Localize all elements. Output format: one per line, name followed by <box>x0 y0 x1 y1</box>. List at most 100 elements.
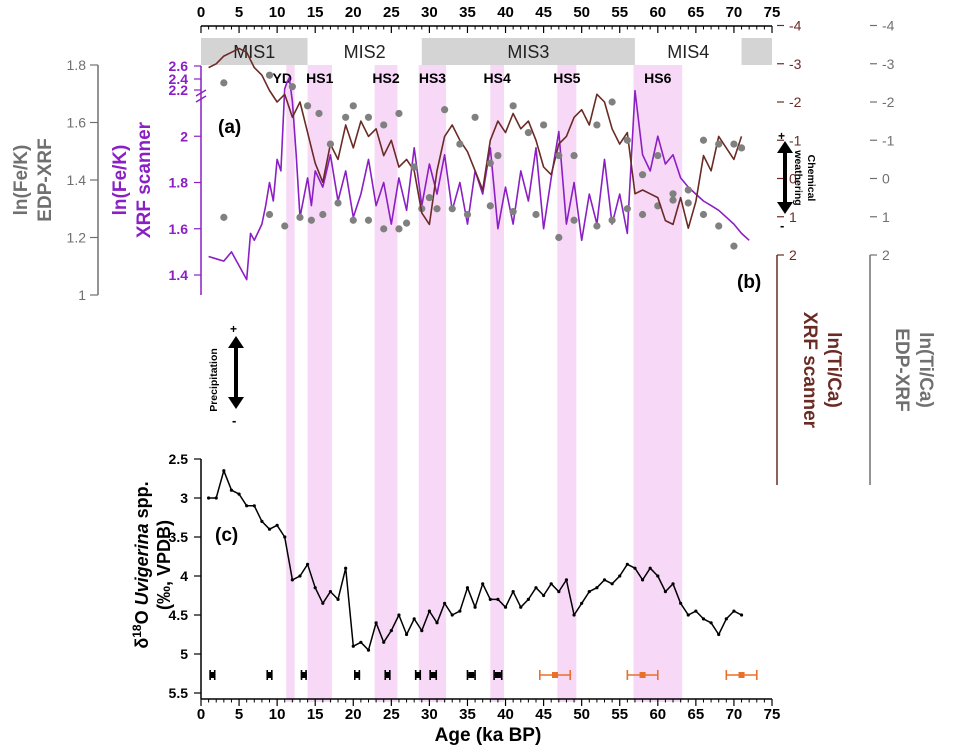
d18o-point <box>336 597 340 602</box>
dating-point-marker <box>468 672 475 678</box>
d18o-point <box>404 632 409 637</box>
d18o-point <box>374 621 378 625</box>
ti-ca-edp-axis-tick-label: -2 <box>882 94 895 110</box>
fe-k-edp-tick-label: 1.8 <box>67 57 87 73</box>
bottom-x-axis-tick-label: 65 <box>688 706 705 723</box>
top-x-axis: 0 5 10 15 20 25 30 35 40 45 50 55 60 65 70 75 <box>197 4 780 33</box>
d18o-point <box>481 582 485 586</box>
fe-k-edp-point <box>307 216 315 224</box>
fe-k-edp-point <box>448 205 456 213</box>
bottom-x-axis-tick-label: 30 <box>421 706 438 723</box>
d18o-tick-label: 4 <box>180 568 188 584</box>
fe-k-edp-point <box>684 199 692 207</box>
fe-k-edp-point <box>463 210 472 219</box>
mis-box-mis3 <box>421 38 635 65</box>
panel-c-label: (c) <box>215 525 238 546</box>
d18o-point <box>435 621 439 625</box>
event-label-hs5: HS5 <box>553 70 580 86</box>
d18o-point <box>229 488 234 492</box>
dating-point-marker <box>266 672 273 678</box>
ti-ca-edp-point <box>303 102 312 110</box>
d18o-point <box>427 609 431 613</box>
ti-ca-xrf-title-line2: XRF scanner <box>799 312 820 429</box>
fe-k-edp-point <box>402 219 411 227</box>
ti-ca-edp-point <box>326 140 335 148</box>
ti-ca-xrf-title-line1: ln(Ti/Ca) <box>823 332 844 408</box>
dating-point-marker <box>552 672 559 678</box>
precipitation-arrow-head-down <box>228 397 244 409</box>
precipitation-arrow-head-up <box>228 336 244 348</box>
d18o-point <box>732 609 736 613</box>
d18o-point <box>283 535 287 539</box>
d18o-point <box>420 629 424 633</box>
top-x-axis-tick-label: 35 <box>459 4 476 21</box>
fe-k-xrf-tick-label: 1.8 <box>169 175 189 191</box>
dating-point-marker <box>354 672 361 678</box>
fe-k-edp-tick-label: 1.4 <box>67 172 87 188</box>
bottom-x-axis-tick-label: 45 <box>535 706 552 723</box>
fe-k-edp-point <box>699 210 708 219</box>
d18o-tick-label: 2.5 <box>169 451 189 467</box>
dating-points <box>209 670 758 680</box>
mis-stage-bar: MIS1 MIS2 MIS3 MIS4 <box>201 38 772 65</box>
bottom-x-axis-tick-label: 0 <box>197 706 205 723</box>
bottom-x-axis-tick-label: 5 <box>235 706 243 723</box>
fe-k-edp-point <box>555 233 563 242</box>
d18o-tick-label: 3 <box>180 490 188 506</box>
top-x-axis-tick-label: 5 <box>235 4 243 21</box>
bottom-x-axis-tick-label: 40 <box>497 706 514 723</box>
d18o-point <box>321 601 325 605</box>
dating-point-marker <box>639 672 646 678</box>
fe-k-xrf-axis: 1.4 1.6 1.8 2 2.22.42.6 <box>169 58 207 295</box>
ti-ca-edp-point <box>570 151 578 160</box>
d18o-point <box>397 613 401 617</box>
weathering-text-line1: Chemical <box>805 155 817 202</box>
d18o-point <box>686 613 690 617</box>
ti-ca-edp-title-line1: ln(Ti/Ca) <box>915 332 936 408</box>
d18o-point <box>519 605 523 609</box>
mis-box-unlabeled <box>741 38 772 65</box>
ti-ca-edp-point <box>315 109 323 118</box>
fe-k-edp-point <box>486 202 494 210</box>
fe-k-edp-point <box>220 213 228 221</box>
ti-ca-xrf-axis-tick-label: -1 <box>789 132 802 148</box>
d18o-point <box>701 617 706 621</box>
d18o-genus: Uvigerina <box>132 523 152 605</box>
ti-ca-xrf-axis: -4 -3 -2 -1 0 1 2 <box>776 18 802 485</box>
event-label-hs4: HS4 <box>484 70 511 86</box>
bottom-x-axis-tick-label: 70 <box>726 706 743 723</box>
ti-ca-xrf-axis-tick-label: -4 <box>789 18 802 34</box>
event-band-hs2 <box>374 62 398 702</box>
event-band-hs4 <box>490 62 505 702</box>
fe-k-edp-point <box>395 225 403 233</box>
dating-point-marker <box>384 672 391 678</box>
fe-k-edp-point <box>608 216 616 224</box>
d18o-point <box>648 566 652 570</box>
top-x-axis-tick-label: 70 <box>726 4 743 21</box>
d18o-point <box>450 613 454 617</box>
d18o-spp: spp. <box>132 481 152 523</box>
ti-ca-edp-point <box>425 194 433 202</box>
precipitation-text: Precipitation <box>208 348 220 412</box>
fe-k-edp-point <box>281 222 289 230</box>
fe-k-edp-point <box>593 222 601 230</box>
ti-ca-xrf-axis-tick-label: 1 <box>789 209 797 225</box>
fe-k-edp-point <box>509 208 517 216</box>
mis-label-mis2: MIS2 <box>344 42 386 62</box>
d18o-point <box>572 613 576 617</box>
top-x-axis-tick-label: 10 <box>269 4 286 21</box>
d18o-point <box>625 562 629 566</box>
ti-ca-edp-point <box>540 121 548 129</box>
d18o-tick-label: 4.5 <box>169 607 189 623</box>
ti-ca-edp-point <box>509 102 517 110</box>
precipitation-plus: + <box>230 322 237 336</box>
d18o-point <box>709 621 713 625</box>
d18o-point <box>298 574 302 578</box>
fe-k-xrf-tick-label: 1.4 <box>169 267 189 283</box>
d18o-point <box>564 578 569 582</box>
fe-k-edp-point <box>669 196 677 204</box>
fe-k-edp-tick-label: 1.2 <box>67 230 87 246</box>
top-x-axis-tick-label: 55 <box>611 4 628 21</box>
d18o-point <box>549 582 553 586</box>
ti-ca-edp-point <box>265 71 274 79</box>
